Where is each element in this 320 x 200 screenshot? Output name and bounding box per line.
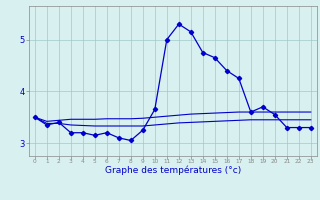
X-axis label: Graphe des températures (°c): Graphe des températures (°c): [105, 166, 241, 175]
